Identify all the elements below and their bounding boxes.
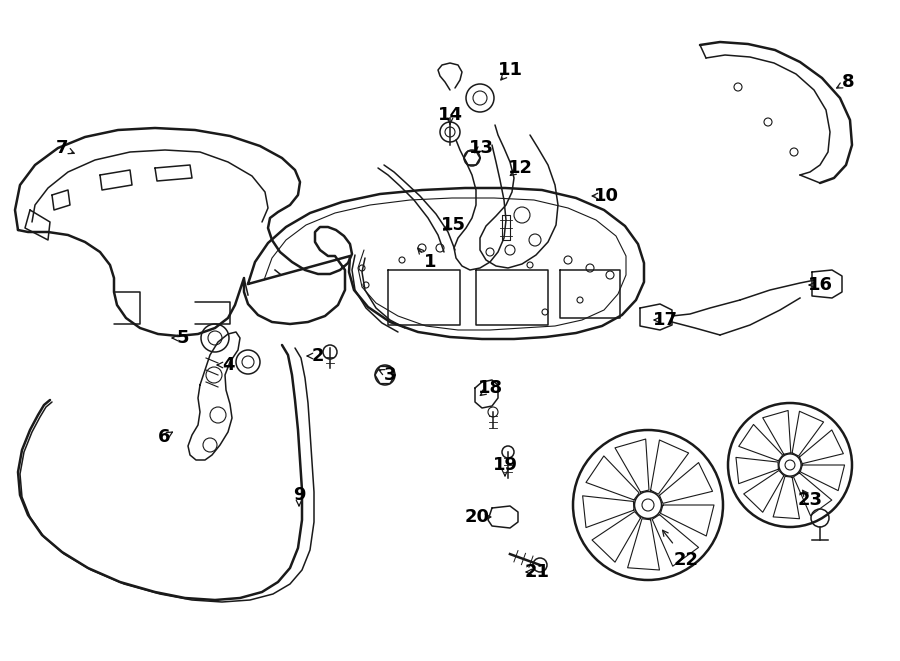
Text: 3: 3 (383, 366, 396, 384)
Text: 2: 2 (311, 347, 324, 365)
Text: 6: 6 (158, 428, 170, 446)
Text: 16: 16 (807, 276, 833, 294)
Text: 21: 21 (525, 563, 550, 581)
Text: 1: 1 (424, 253, 436, 271)
Text: 18: 18 (477, 379, 502, 397)
Text: 15: 15 (440, 216, 465, 234)
Text: 19: 19 (492, 456, 517, 474)
Text: 11: 11 (498, 61, 523, 79)
Text: 7: 7 (56, 139, 68, 157)
Text: 9: 9 (292, 486, 305, 504)
Text: 14: 14 (437, 106, 463, 124)
Text: 10: 10 (593, 187, 618, 205)
Text: 12: 12 (508, 159, 533, 177)
Text: 17: 17 (652, 311, 678, 329)
Text: 8: 8 (842, 73, 854, 91)
Text: 20: 20 (464, 508, 490, 526)
Text: 22: 22 (673, 551, 698, 569)
Text: 13: 13 (469, 139, 493, 157)
Text: 5: 5 (176, 329, 189, 347)
Text: 23: 23 (797, 491, 823, 509)
Text: 4: 4 (221, 356, 234, 374)
